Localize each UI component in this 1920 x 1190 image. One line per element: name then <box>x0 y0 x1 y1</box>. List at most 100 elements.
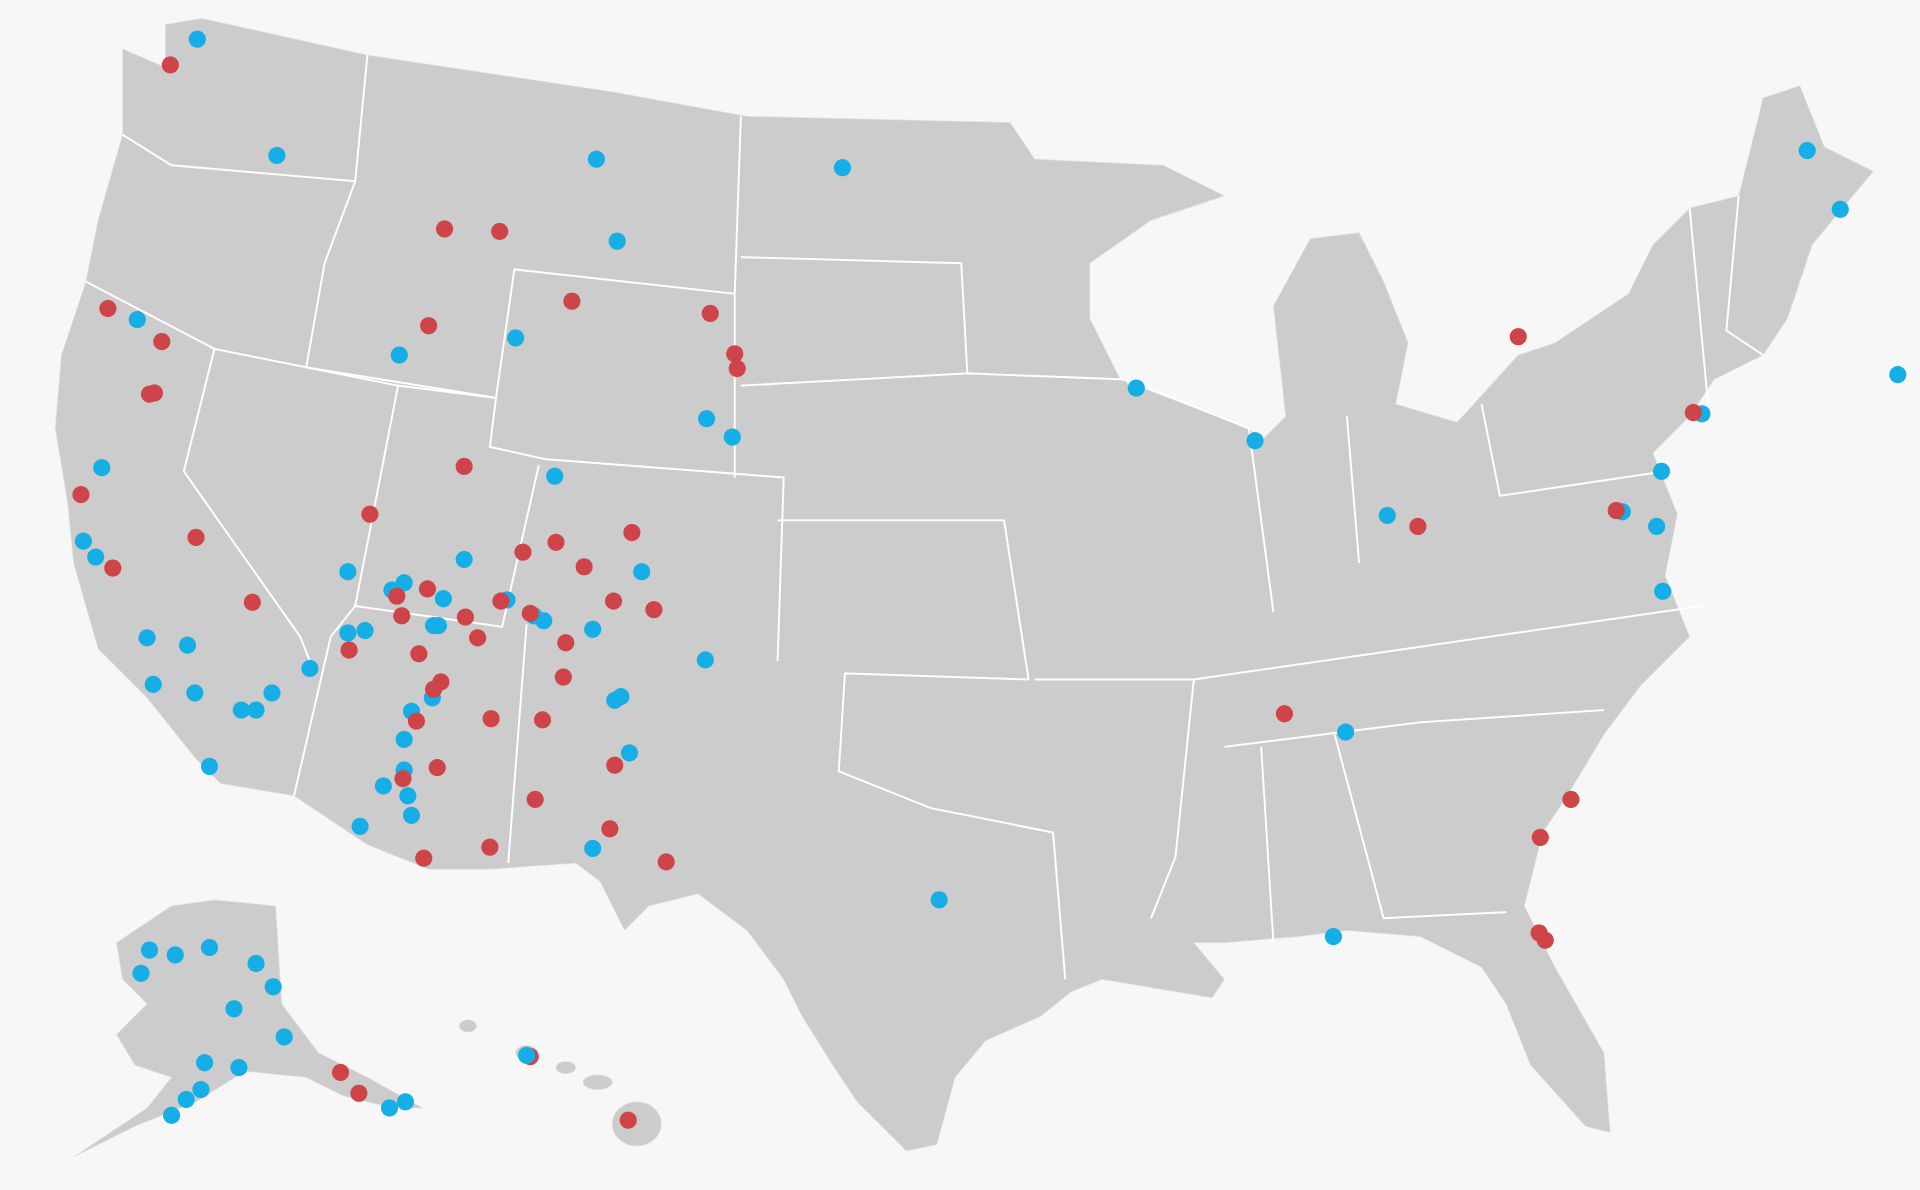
marker <box>396 1093 414 1111</box>
marker <box>99 299 117 318</box>
marker <box>247 954 265 973</box>
marker <box>399 787 417 805</box>
marker <box>930 891 948 909</box>
marker <box>177 1090 195 1108</box>
marker <box>521 604 539 622</box>
marker <box>604 592 623 610</box>
marker <box>393 607 411 625</box>
marker <box>410 645 428 663</box>
marker <box>356 621 374 640</box>
marker <box>232 701 250 719</box>
marker <box>1798 142 1816 160</box>
marker <box>1531 828 1549 846</box>
marker <box>723 428 741 446</box>
state-line <box>182 348 314 668</box>
marker <box>264 978 282 996</box>
marker <box>247 701 265 719</box>
marker <box>456 608 474 626</box>
marker <box>395 574 413 592</box>
marker <box>469 629 487 647</box>
marker <box>833 159 852 177</box>
marker <box>1337 723 1355 741</box>
marker <box>563 292 581 310</box>
marker <box>145 384 163 402</box>
marker <box>633 563 651 581</box>
marker <box>230 1059 248 1077</box>
marker <box>74 532 92 550</box>
marker <box>1648 517 1666 536</box>
marker <box>535 612 553 630</box>
marker <box>434 590 452 608</box>
marker <box>93 459 111 477</box>
marker <box>395 730 413 749</box>
marker <box>104 559 122 577</box>
marker <box>415 849 433 867</box>
marker <box>301 659 319 678</box>
state-line <box>293 605 356 797</box>
marker <box>701 304 719 322</box>
marker <box>243 593 261 611</box>
marker <box>657 853 675 871</box>
island <box>611 1101 662 1147</box>
marker <box>584 620 602 638</box>
marker <box>1831 200 1849 218</box>
marker <box>575 558 593 576</box>
marker <box>132 964 150 982</box>
marker <box>188 30 206 48</box>
marker <box>612 688 630 706</box>
marker <box>533 711 552 729</box>
marker <box>696 651 714 669</box>
marker <box>388 587 406 605</box>
marker <box>153 333 171 351</box>
marker <box>138 629 156 647</box>
marker <box>547 533 565 551</box>
marker <box>557 634 575 652</box>
marker <box>726 345 744 363</box>
marker <box>186 684 204 702</box>
marker <box>584 839 602 857</box>
marker <box>192 1081 210 1099</box>
marker <box>374 777 392 795</box>
marker <box>1536 931 1554 949</box>
marker <box>623 523 641 542</box>
marker <box>407 712 425 730</box>
marker <box>554 668 572 686</box>
marker <box>339 563 357 581</box>
marker <box>263 684 281 702</box>
marker <box>1127 379 1145 397</box>
marker <box>698 410 716 428</box>
marker <box>514 543 532 561</box>
state-line <box>777 519 1067 980</box>
marker <box>200 757 219 775</box>
state-line <box>1260 734 1507 943</box>
marker <box>526 790 544 809</box>
marker <box>608 232 626 250</box>
marker <box>361 505 379 523</box>
state-line <box>740 256 1134 393</box>
marker <box>87 548 105 566</box>
marker <box>455 457 473 476</box>
marker <box>1652 462 1671 480</box>
marker <box>1889 366 1907 384</box>
state-line <box>1126 378 1666 613</box>
marker <box>402 806 421 824</box>
marker <box>1607 501 1625 520</box>
marker <box>72 486 90 504</box>
marker <box>619 1111 637 1129</box>
marker <box>418 580 437 598</box>
marker <box>268 146 286 165</box>
marker <box>340 641 358 659</box>
marker <box>1246 432 1264 450</box>
marker <box>144 675 162 693</box>
marker <box>606 756 624 774</box>
marker <box>350 1084 368 1102</box>
marker <box>507 329 525 347</box>
marker <box>1509 328 1527 346</box>
marker <box>166 946 184 964</box>
marker <box>140 941 159 959</box>
marker <box>428 759 446 777</box>
marker <box>1562 790 1580 809</box>
